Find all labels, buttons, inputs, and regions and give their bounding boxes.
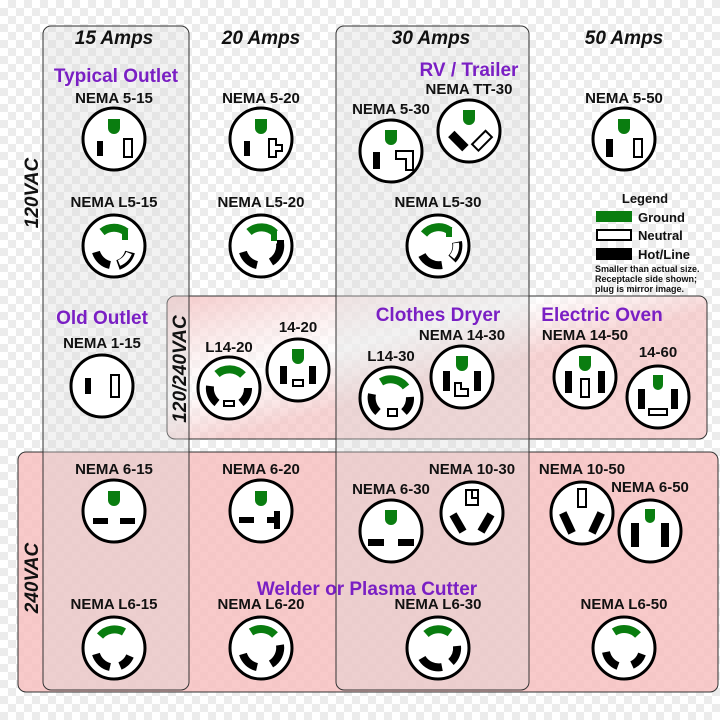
label-nema-5-30: NEMA 5-30 <box>352 101 430 118</box>
legend-neutral-swatch <box>596 229 632 241</box>
receptacle-nema-6-50 <box>617 498 683 564</box>
region-240vac <box>17 451 719 693</box>
voltage-label-120: 120VAC <box>22 158 43 229</box>
receptacle-nema-l6-15 <box>81 615 147 681</box>
receptacle-nema-10-50 <box>549 480 615 546</box>
label-14-20: 14-20 <box>279 319 317 336</box>
category-clothes-dryer: Clothes Dryer <box>376 305 501 326</box>
legend-ground-label: Ground <box>638 210 685 225</box>
column-header-50: 50 Amps <box>585 28 664 49</box>
label-nema-10-30: NEMA 10-30 <box>429 461 515 478</box>
category-old-outlet: Old Outlet <box>56 308 149 329</box>
receptacle-nema-10-30 <box>439 480 505 546</box>
label-nema-5-50: NEMA 5-50 <box>585 90 663 107</box>
label-nema-14-50: NEMA 14-50 <box>542 327 628 344</box>
label-nema-6-50: NEMA 6-50 <box>611 479 689 496</box>
label-nema-5-20: NEMA 5-20 <box>222 90 300 107</box>
label-nema-14-30: NEMA 14-30 <box>419 327 505 344</box>
receptacle-nema-14-50 <box>552 344 618 410</box>
receptacle-nema-l6-50 <box>591 615 657 681</box>
label-l14-30: L14-30 <box>367 348 415 365</box>
label-nema-l6-30: NEMA L6-30 <box>395 596 482 613</box>
receptacle-14-60 <box>625 364 691 430</box>
label-nema-l5-15: NEMA L5-15 <box>71 194 158 211</box>
voltage-label-240: 240VAC <box>22 543 43 615</box>
receptacle-nema-l6-20 <box>228 615 294 681</box>
label-nema-l6-20: NEMA L6-20 <box>218 596 305 613</box>
receptacle-nema-6-15 <box>81 478 147 544</box>
label-nema-6-20: NEMA 6-20 <box>222 461 300 478</box>
legend-neutral-label: Neutral <box>638 228 683 243</box>
legend-ground-swatch <box>596 211 632 222</box>
receptacle-nema-5-30 <box>358 118 424 184</box>
category-rv-trailer: RV / Trailer <box>420 60 520 81</box>
receptacle-l14-20 <box>196 355 262 421</box>
label-nema-l5-20: NEMA L5-20 <box>218 194 305 211</box>
legend-title: Legend <box>622 191 668 206</box>
legend-note-3: plug is mirror image. <box>595 284 684 294</box>
legend-note-2: Receptacle side shown; <box>595 274 697 284</box>
label-nema-l6-15: NEMA L6-15 <box>71 596 158 613</box>
label-nema-5-15: NEMA 5-15 <box>75 90 153 107</box>
receptacle-nema-6-30 <box>358 498 424 564</box>
receptacle-nema-l6-30 <box>405 615 471 681</box>
column-header-30: 30 Amps <box>392 28 471 49</box>
receptacle-l14-30 <box>358 365 424 431</box>
label-nema-l5-30: NEMA L5-30 <box>395 194 482 211</box>
receptacle-14-20 <box>265 337 331 403</box>
legend-hot-swatch <box>596 248 632 260</box>
receptacle-nema-l5-30 <box>405 213 471 279</box>
category-welder: Welder or Plasma Cutter <box>257 579 478 600</box>
legend-hot-label: Hot/Line <box>638 247 690 262</box>
column-header-15: 15 Amps <box>75 28 154 49</box>
label-l14-20: L14-20 <box>205 339 253 356</box>
column-header-20: 20 Amps <box>221 28 301 49</box>
legend-note-1: Smaller than actual size. <box>595 264 700 274</box>
receptacle-nema-l5-15 <box>81 213 147 279</box>
legend: Legend Ground Neutral Hot/Line Smaller t… <box>595 191 700 294</box>
label-14-60: 14-60 <box>639 344 677 361</box>
label-nema-tt-30: NEMA TT-30 <box>426 81 513 98</box>
voltage-label-120-240: 120/240VAC <box>170 315 191 423</box>
receptacle-nema-1-15 <box>69 353 135 419</box>
label-nema-6-30: NEMA 6-30 <box>352 481 430 498</box>
category-typical-outlet: Typical Outlet <box>54 66 179 87</box>
receptacle-nema-6-20 <box>228 478 294 544</box>
receptacle-nema-5-20 <box>228 106 294 172</box>
receptacle-nema-l5-20 <box>228 213 294 279</box>
label-nema-6-15: NEMA 6-15 <box>75 461 153 478</box>
label-nema-10-50: NEMA 10-50 <box>539 461 625 478</box>
receptacle-nema-5-50 <box>591 106 657 172</box>
receptacle-nema-5-15 <box>81 106 147 172</box>
label-nema-1-15: NEMA 1-15 <box>63 335 141 352</box>
receptacle-nema-tt-30 <box>436 98 502 164</box>
category-electric-oven: Electric Oven <box>541 305 662 326</box>
label-nema-l6-50: NEMA L6-50 <box>581 596 668 613</box>
receptacle-nema-14-30 <box>429 344 495 410</box>
